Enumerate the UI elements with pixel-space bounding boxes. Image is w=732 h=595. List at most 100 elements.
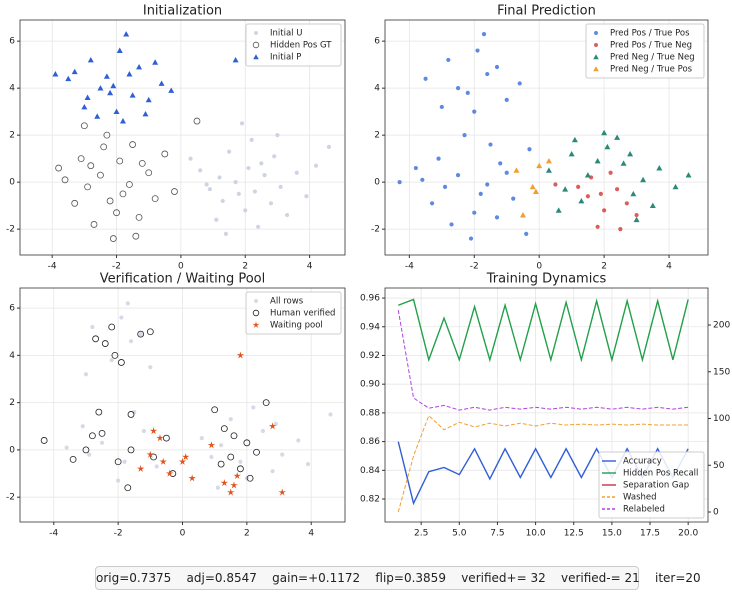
point (278, 488, 286, 496)
point (449, 222, 454, 227)
point (262, 173, 267, 178)
point (313, 163, 319, 168)
point (152, 59, 159, 65)
point (519, 212, 526, 218)
legend-label: Relabeled (623, 505, 665, 515)
point (545, 158, 552, 164)
point (237, 465, 244, 473)
point (146, 450, 155, 458)
y-tick-label: 6 (9, 304, 15, 314)
point (634, 212, 639, 218)
point (116, 478, 121, 483)
point (220, 479, 229, 487)
point (207, 441, 216, 449)
point (442, 184, 448, 189)
point (98, 429, 106, 437)
point (475, 48, 480, 53)
point (640, 176, 647, 183)
point (326, 144, 332, 149)
point (135, 213, 143, 221)
point (211, 406, 219, 414)
series-line (397, 414, 689, 513)
x-tick-label: 10.0 (526, 529, 546, 539)
point (598, 191, 603, 196)
point (278, 184, 283, 189)
point (165, 469, 174, 477)
point (90, 221, 98, 228)
point (584, 172, 591, 178)
point (618, 227, 623, 232)
point (123, 31, 130, 37)
point (243, 208, 248, 213)
point (328, 412, 333, 417)
point (119, 190, 127, 198)
point (220, 198, 225, 204)
point (228, 417, 233, 422)
legend-label: Pred Neg / True Pos (610, 65, 693, 75)
point (251, 405, 256, 410)
y2-tick-label: 100 (713, 414, 730, 424)
legend-label: Initial U (270, 29, 302, 39)
series-line (397, 309, 689, 411)
x-tick-label: 7.5 (490, 529, 504, 539)
point (604, 143, 611, 150)
point (620, 160, 627, 166)
y-tick-label: -2 (6, 493, 15, 503)
point (87, 452, 92, 457)
plot-border (19, 287, 346, 523)
x-tick-label: -2 (112, 262, 121, 272)
point (97, 171, 104, 179)
point (268, 201, 274, 206)
point (260, 428, 266, 434)
point (576, 184, 581, 189)
point (161, 150, 169, 158)
point (272, 154, 277, 159)
point (71, 68, 78, 75)
point (243, 439, 251, 447)
point (40, 437, 48, 444)
x-tick-label: -2 (114, 529, 123, 539)
point (127, 446, 135, 454)
point (97, 85, 104, 91)
y-tick-label: 6 (9, 37, 15, 47)
point (249, 137, 254, 142)
point (498, 161, 503, 166)
point (136, 64, 143, 70)
point (504, 170, 509, 175)
point (64, 445, 69, 450)
legend-marker (252, 309, 260, 317)
point (52, 71, 59, 77)
panel-title: Initialization (143, 4, 222, 19)
point (87, 56, 94, 63)
point (397, 180, 402, 185)
point (126, 71, 133, 77)
point (146, 328, 154, 336)
point (94, 113, 101, 119)
y-tick-label: 0 (9, 178, 15, 188)
point (119, 315, 124, 320)
point (209, 454, 214, 460)
x-tick-label: -4 (48, 262, 57, 272)
legend-label: Initial P (270, 53, 301, 63)
point (436, 156, 441, 161)
point (77, 155, 85, 163)
point (275, 133, 280, 138)
point (71, 199, 79, 207)
point (129, 141, 137, 148)
y2-tick-label: 0 (713, 507, 719, 517)
y-tick-label: 0.96 (360, 294, 380, 304)
legend-label: Accuracy (623, 457, 662, 467)
point (137, 330, 145, 338)
y-tick-label: 2 (374, 131, 380, 141)
y-tick-label: 0.92 (360, 351, 380, 361)
point (494, 64, 500, 70)
point (114, 458, 122, 466)
x-tick-label: 2.5 (414, 529, 428, 539)
point (188, 474, 196, 482)
x-tick-label: 20.0 (678, 529, 698, 539)
legend-label: Pred Pos / True Neg (610, 41, 692, 51)
legend-marker (593, 54, 599, 60)
point (230, 481, 238, 489)
point (55, 164, 63, 172)
point (116, 157, 124, 165)
